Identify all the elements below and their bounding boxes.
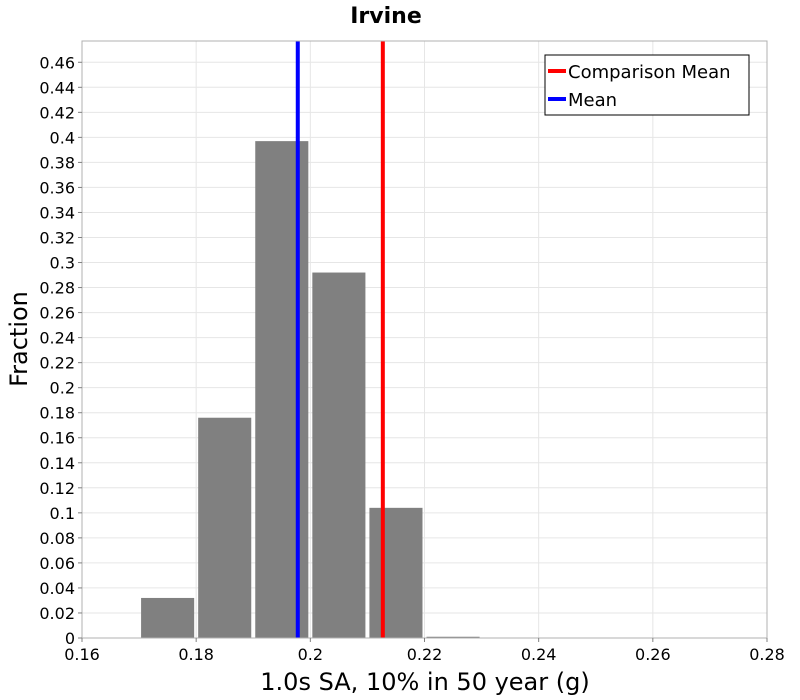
histogram-bar-4	[312, 272, 366, 638]
x-axis-ticks: 0.16 0.18 0.2 0.22 0.24 0.26 0.28	[64, 638, 785, 664]
grid-lines	[81, 41, 768, 639]
legend: Comparison Mean Mean	[544, 54, 750, 116]
y-tick-label: 0.16	[39, 429, 75, 448]
y-tick-label: 0.24	[39, 329, 75, 348]
histogram-bar-1	[141, 597, 195, 638]
y-tick-label: 0.02	[39, 604, 75, 623]
x-tick-label: 0.18	[178, 645, 214, 664]
y-tick-label: 0.1	[50, 504, 75, 523]
histogram-bar-2	[198, 417, 252, 638]
y-tick-label: 0.2	[50, 379, 75, 398]
x-axis-label: 1.0s SA, 10% in 50 year (g)	[260, 668, 589, 696]
y-tick-label: 0.32	[39, 228, 75, 247]
y-axis-label: Fraction	[5, 291, 33, 387]
y-tick-label: 0.4	[50, 128, 75, 147]
chart-title: Irvine	[350, 4, 422, 29]
y-tick-label: 0.36	[39, 178, 75, 197]
y-tick-label: 0.28	[39, 279, 75, 298]
y-tick-label: 0.14	[39, 454, 75, 473]
y-tick-label: 0.3	[50, 254, 75, 273]
histogram-bar-3	[255, 141, 309, 638]
y-axis-ticks: 0 0.02 0.04 0.06 0.08 0.1 0.12 0.14 0.16 0.18 0.2 0…	[39, 53, 82, 648]
y-tick-label: 0.42	[39, 103, 75, 122]
x-tick-label: 0.2	[298, 645, 323, 664]
histogram-bar-6	[426, 636, 480, 638]
y-tick-label: 0.46	[39, 53, 75, 72]
legend-label-comparison-mean: Comparison Mean	[568, 62, 731, 83]
y-tick-label: 0.04	[39, 579, 75, 598]
histogram-bar-5	[369, 507, 423, 638]
y-tick-label: 0.22	[39, 354, 75, 373]
x-tick-label: 0.26	[635, 645, 671, 664]
y-tick-label: 0.34	[39, 203, 75, 222]
y-tick-label: 0	[65, 629, 75, 648]
x-tick-label: 0.22	[407, 645, 443, 664]
y-tick-label: 0.44	[39, 78, 75, 97]
reference-lines	[295, 41, 385, 638]
legend-box	[544, 54, 750, 116]
y-tick-label: 0.08	[39, 529, 75, 548]
y-tick-label: 0.12	[39, 479, 75, 498]
x-tick-label: 0.16	[64, 645, 100, 664]
y-tick-label: 0.26	[39, 304, 75, 323]
x-tick-label: 0.28	[749, 645, 785, 664]
y-tick-label: 0.18	[39, 404, 75, 423]
y-tick-label: 0.38	[39, 153, 75, 172]
y-tick-label: 0.06	[39, 554, 75, 573]
x-tick-label: 0.24	[521, 645, 557, 664]
legend-label-mean: Mean	[568, 90, 617, 111]
